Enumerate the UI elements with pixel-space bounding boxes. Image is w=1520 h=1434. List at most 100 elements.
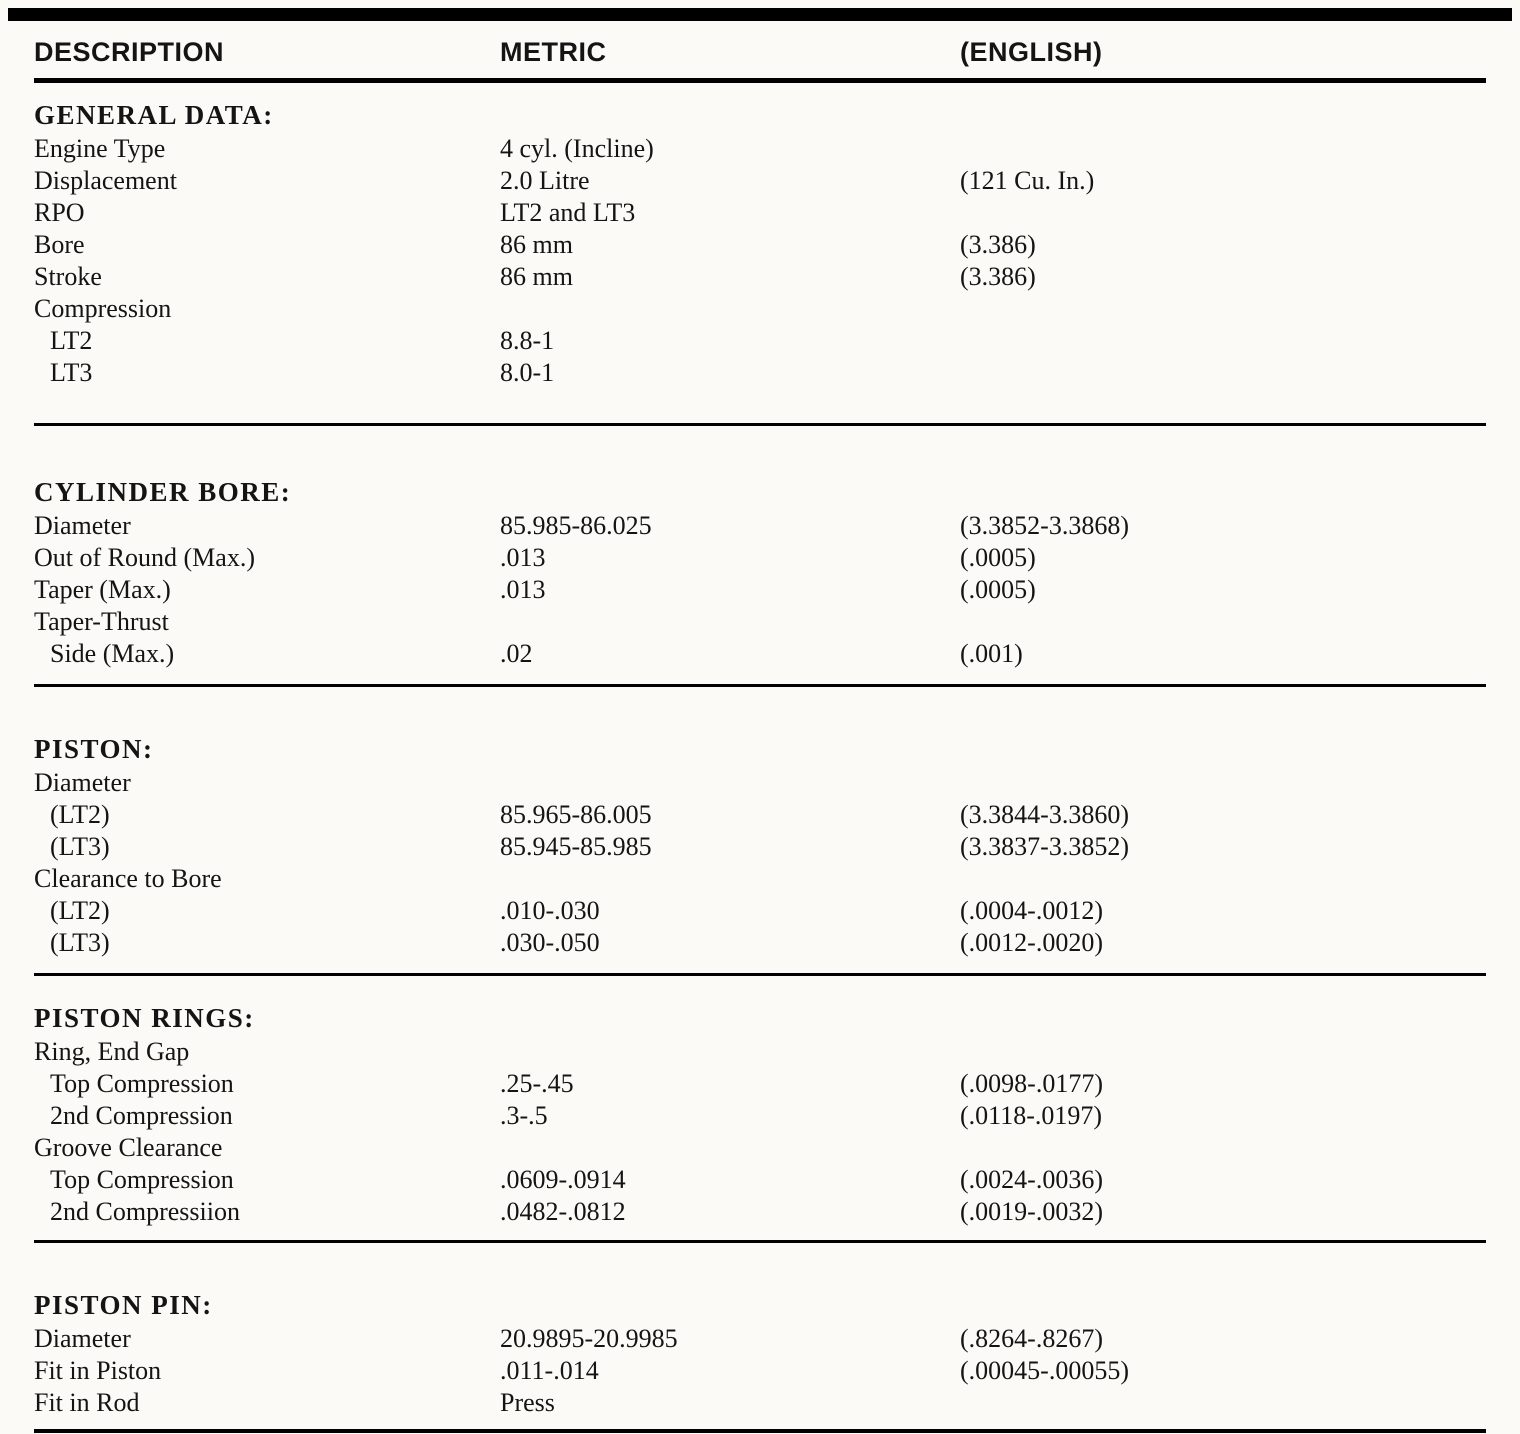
english-value-cell [960,606,1486,638]
spec-row: Diameter [34,767,1486,799]
description-cell: 2nd Compressiion [50,1197,240,1226]
spec-row: Fit in Rod Press [34,1387,1486,1419]
description-cell: Top Compression [50,1069,234,1098]
metric-value-cell: .0609-.0914 [500,1165,626,1194]
metric-value-cell: 4 cyl. (Incline) [500,134,654,163]
description-cell: Bore [34,230,85,259]
spec-row: (LT2) .010-.030 (.0004-.0012) [34,895,1486,927]
description-cell: Taper (Max.) [34,575,171,604]
english-value-cell [960,863,1486,895]
spec-section: GENERAL DATA: Engine Type 4 cyl. (Incline)… [34,97,1486,426]
metric-value-cell: LT2 and LT3 [500,198,636,227]
section-title: CYLINDER BORE: [34,477,292,507]
spec-row: RPO LT2 and LT3 [34,197,1486,229]
spec-row: (LT3) 85.945-85.985 (3.3837-3.3852) [34,831,1486,863]
section-title: PISTON PIN: [34,1290,213,1320]
section-divider [34,973,1486,976]
description-cell: Diameter [34,1324,131,1353]
description-cell: Diameter [34,768,131,797]
metric-value-cell: 8.8-1 [500,326,555,355]
metric-value-cell: 85.965-86.005 [500,800,652,829]
spec-row: Diameter 20.9895-20.9985 (.8264-.8267) [34,1323,1486,1355]
spec-row: Compression [34,293,1486,325]
spec-section: PISTON PIN: Diameter 20.9895-20.9985 (.8264… [34,1287,1486,1433]
english-value-cell: (.8264-.8267) [960,1324,1103,1353]
spec-section: CYLINDER BORE: Diameter 85.985-86.025 (3.38… [34,474,1486,687]
english-value-cell [960,1132,1486,1164]
english-value-cell: (3.3837-3.3852) [960,832,1129,861]
metric-value-cell: 85.985-86.025 [500,511,652,540]
english-value-cell: (.0005) [960,543,1036,572]
spec-row: (LT3) .030-.050 (.0012-.0020) [34,927,1486,959]
spec-row: Side (Max.) .02 (.001) [34,638,1486,670]
column-header-english: (ENGLISH) [960,37,1103,67]
spec-row: Fit in Piston .011-.014 (.00045-.00055) [34,1355,1486,1387]
spec-row: Diameter 85.985-86.025 (3.3852-3.3868) [34,510,1486,542]
english-value-cell [960,197,1486,229]
metric-value-cell: 20.9895-20.9985 [500,1324,678,1353]
metric-value-cell [500,863,960,895]
description-cell: Out of Round (Max.) [34,543,255,572]
spec-section: PISTON RINGS: Ring, End Gap Top Compressio… [34,1000,1486,1243]
section-title: GENERAL DATA: [34,100,274,130]
metric-value-cell: Press [500,1388,555,1417]
spec-row: Top Compression .25-.45 (.0098-.0177) [34,1068,1486,1100]
description-cell: 2nd Compression [50,1101,233,1130]
description-cell: (LT3) [50,928,110,957]
description-cell: Fit in Rod [34,1388,140,1417]
english-value-cell: (3.3844-3.3860) [960,800,1129,829]
spec-row: Groove Clearance [34,1132,1486,1164]
metric-value-cell: .02 [500,639,533,668]
metric-value-cell: 8.0-1 [500,358,555,387]
description-cell: Diameter [34,511,131,540]
spec-table: DESCRIPTION METRIC (ENGLISH) GENERAL DAT… [0,21,1520,1433]
column-header-metric: METRIC [500,37,607,67]
metric-value-cell [500,767,960,799]
metric-value-cell [500,293,960,325]
description-cell: Fit in Piston [34,1356,162,1385]
description-cell: Stroke [34,262,102,291]
english-value-cell: (.0024-.0036) [960,1165,1103,1194]
english-value-cell: (.0019-.0032) [960,1197,1103,1226]
metric-value-cell: .013 [500,543,546,572]
description-cell: RPO [34,198,85,227]
description-cell: (LT3) [50,832,110,861]
english-value-cell: (.00045-.00055) [960,1356,1129,1385]
english-value-cell: (.0004-.0012) [960,896,1103,925]
section-divider [34,1240,1486,1243]
spec-row: 2nd Compressiion .0482-.0812 (.0019-.0032) [34,1196,1486,1228]
spec-row: LT2 8.8-1 [34,325,1486,357]
description-cell: Groove Clearance [34,1133,223,1162]
metric-value-cell: .013 [500,575,546,604]
description-cell: Top Compression [50,1165,234,1194]
english-value-cell: (.001) [960,639,1023,668]
metric-value-cell: .030-.050 [500,928,600,957]
metric-value-cell: .0482-.0812 [500,1197,626,1226]
spec-row: Taper-Thrust [34,606,1486,638]
sections: GENERAL DATA: Engine Type 4 cyl. (Incline)… [34,97,1486,1433]
metric-value-cell [500,1132,960,1164]
spec-row: (LT2) 85.965-86.005 (3.3844-3.3860) [34,799,1486,831]
top-border-bar [8,8,1512,21]
english-value-cell: (3.3852-3.3868) [960,511,1129,540]
english-value-cell [960,325,1486,357]
spec-row: 2nd Compression .3-.5 (.0118-.0197) [34,1100,1486,1132]
description-cell: Compression [34,294,172,323]
english-value-cell [960,1036,1486,1068]
spec-section: PISTON: Diameter (LT2) 85.965-86.005 (3.3844… [34,731,1486,976]
section-title: PISTON: [34,734,154,764]
spec-row: Out of Round (Max.) .013 (.0005) [34,542,1486,574]
english-value-cell: (3.386) [960,230,1036,259]
description-cell: LT3 [50,358,93,387]
spec-row: Ring, End Gap [34,1036,1486,1068]
description-cell: Displacement [34,166,177,195]
english-value-cell [960,133,1486,165]
metric-value-cell [500,606,960,638]
metric-value-cell: .011-.014 [500,1356,599,1385]
table-header-row: DESCRIPTION METRIC (ENGLISH) [34,21,1486,78]
english-value-cell [960,1387,1486,1419]
section-divider [34,684,1486,687]
column-header-description: DESCRIPTION [34,37,225,67]
section-divider [34,423,1486,426]
